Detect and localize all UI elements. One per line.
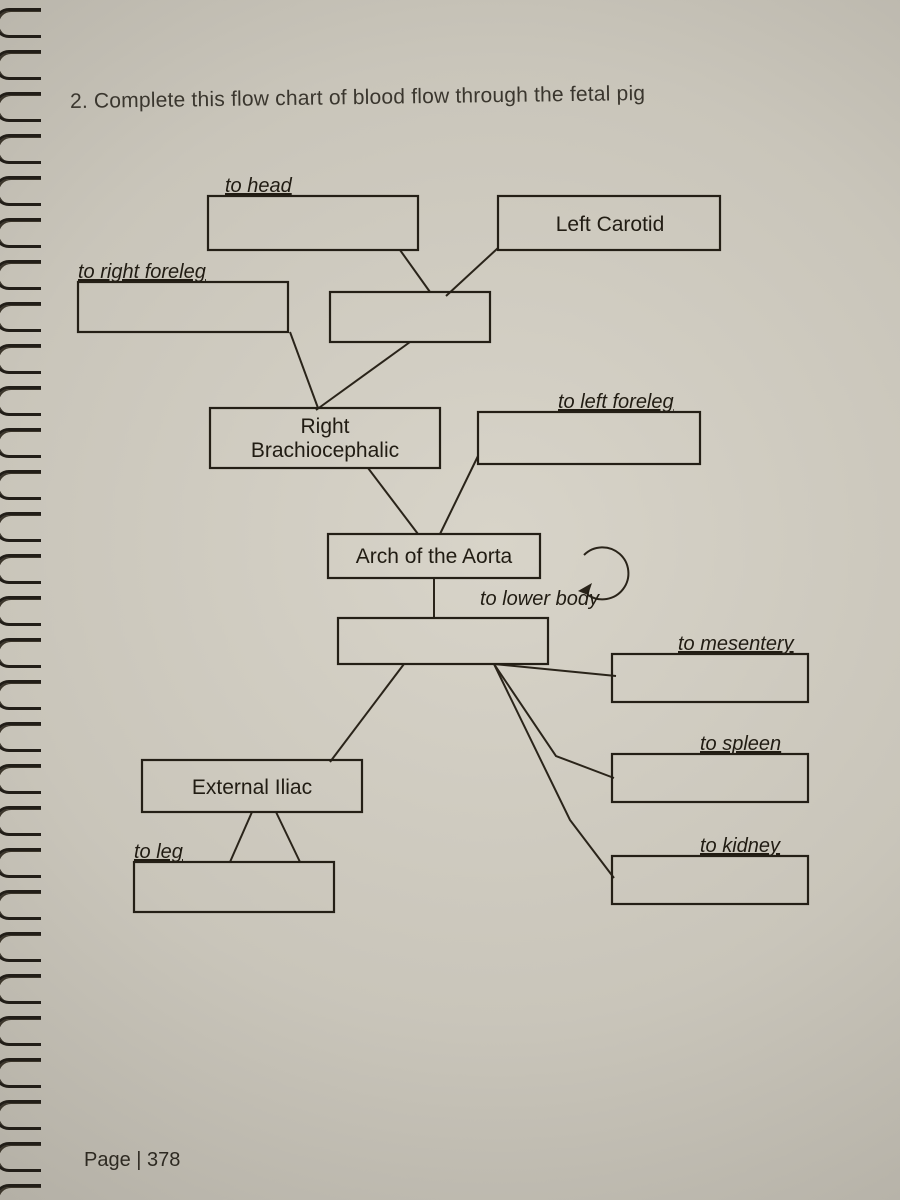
box-text-ext_iliac: External Iliac bbox=[192, 776, 312, 799]
flowchart-edge bbox=[400, 250, 430, 292]
flowchart-box-spleen_box bbox=[612, 754, 808, 802]
flowchart-box-leg_box bbox=[134, 862, 334, 912]
flowchart-box-mesentery_box bbox=[612, 654, 808, 702]
flowchart-box-rforeleg_box bbox=[78, 282, 288, 332]
box-text-rbrachio-2: Brachiocephalic bbox=[251, 439, 399, 462]
label-rforeleg_lbl: to right foreleg bbox=[78, 261, 206, 283]
page-footer: Page | 378 bbox=[84, 1149, 180, 1172]
label-kidney_lbl: to kidney bbox=[700, 835, 781, 857]
flowchart-box-head_box bbox=[208, 196, 418, 250]
flowchart-edge bbox=[276, 812, 300, 862]
flowchart-edge bbox=[290, 332, 318, 408]
flowchart-box-mid_box bbox=[330, 292, 490, 342]
flowchart-edge bbox=[494, 664, 614, 778]
box-text-rbrachio-1: Right bbox=[300, 415, 349, 438]
flowchart-edge bbox=[230, 812, 252, 862]
label-head_lbl: to head bbox=[225, 175, 293, 197]
flowchart-box-lower_box bbox=[338, 618, 548, 664]
flowchart-edge bbox=[316, 342, 410, 410]
flowchart-edge bbox=[440, 456, 478, 534]
flowchart-edge bbox=[368, 468, 418, 534]
box-text-arch: Arch of the Aorta bbox=[356, 545, 513, 568]
label-spleen_lbl: to spleen bbox=[700, 733, 781, 755]
label-mesentery_lbl: to mesentery bbox=[678, 633, 795, 655]
box-text-left_carotid: Left Carotid bbox=[556, 213, 665, 236]
label-lforeleg_lbl: to left foreleg bbox=[558, 391, 674, 413]
flowchart-edge bbox=[446, 248, 498, 296]
flowchart-edge bbox=[494, 664, 616, 676]
flowchart-box-lforeleg_box bbox=[478, 412, 700, 464]
flowchart-svg: to head Left Carotid to right foreleg to le… bbox=[0, 0, 900, 1200]
label-lower_lbl: to lower body bbox=[480, 588, 600, 610]
label-leg_lbl: to leg bbox=[134, 841, 183, 863]
flowchart-edge bbox=[330, 664, 404, 762]
flowchart-box-kidney_box bbox=[612, 856, 808, 904]
